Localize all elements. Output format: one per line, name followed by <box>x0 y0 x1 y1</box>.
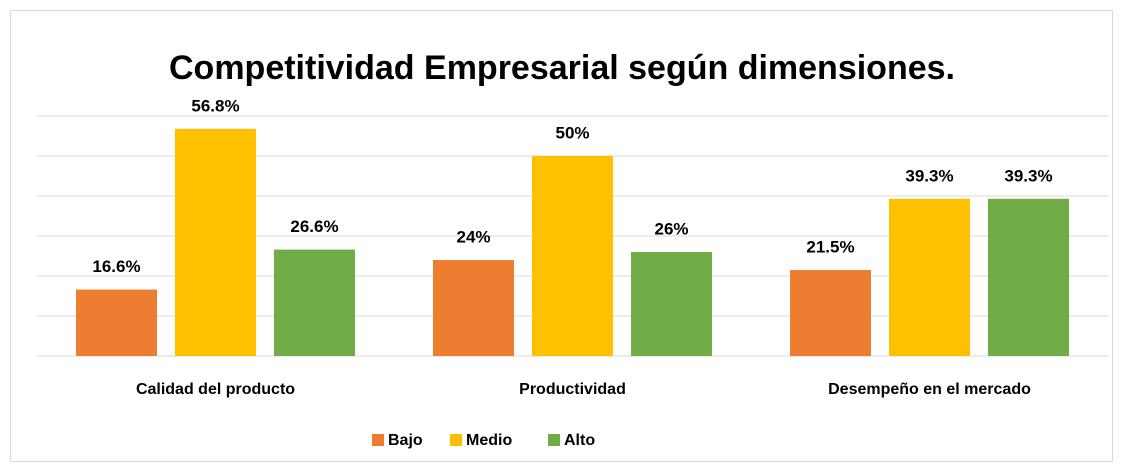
data-label: 16.6% <box>92 257 140 276</box>
data-label: 56.8% <box>191 96 239 115</box>
legend-label: Alto <box>564 432 595 449</box>
x-tick-label: Productividad <box>519 381 626 398</box>
data-label: 24% <box>456 227 490 246</box>
legend-swatch <box>372 434 384 446</box>
legend-label: Bajo <box>388 432 423 449</box>
data-label: 39.3% <box>905 166 953 185</box>
chart-title: Competitividad Empresarial según dimensi… <box>169 49 955 87</box>
data-label: 50% <box>555 123 589 142</box>
data-label: 39.3% <box>1004 166 1052 185</box>
data-label: 21.5% <box>806 237 854 256</box>
x-tick-label: Calidad del producto <box>136 381 295 398</box>
bar <box>274 249 355 356</box>
bar <box>433 260 514 356</box>
bar <box>175 128 256 356</box>
bar <box>76 289 157 356</box>
legend-label: Medio <box>466 432 512 449</box>
legend-swatch <box>450 434 462 446</box>
x-tick-label: Desempeño en el mercado <box>828 381 1031 398</box>
bar <box>532 156 613 356</box>
bar <box>631 252 712 356</box>
bar <box>790 270 871 356</box>
bar <box>889 198 970 356</box>
data-label: 26% <box>654 219 688 238</box>
data-label: 26.6% <box>290 217 338 236</box>
bar <box>988 198 1069 356</box>
legend-swatch <box>548 434 560 446</box>
